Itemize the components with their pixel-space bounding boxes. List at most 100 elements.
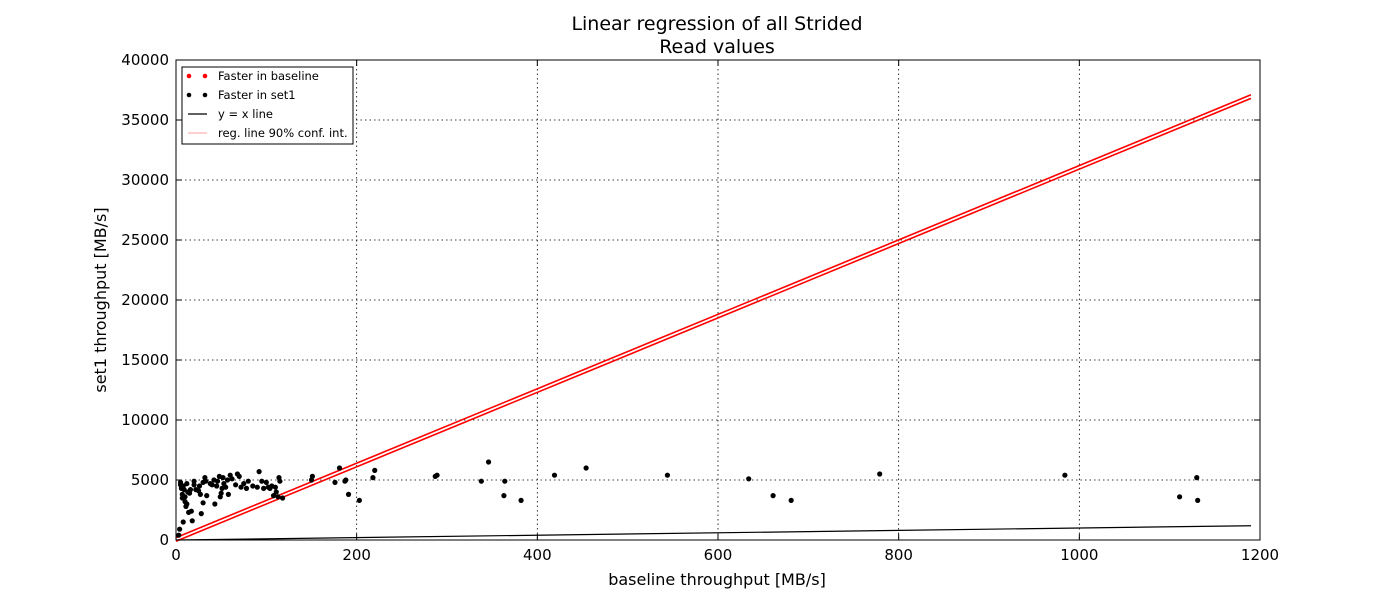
data-point (518, 497, 524, 503)
data-point (356, 497, 362, 503)
y-tick-label: 15000 (121, 351, 169, 369)
y-tick-label: 10000 (121, 411, 169, 429)
legend-label: Faster in baseline (218, 69, 319, 83)
chart-subtitle: Read values (659, 36, 775, 58)
data-point (184, 501, 190, 507)
legend: Faster in baseline Faster in set1 y = x li… (181, 66, 354, 145)
data-point (177, 526, 183, 532)
data-point (203, 478, 209, 484)
data-point (187, 487, 194, 493)
data-point (309, 473, 316, 479)
data-point (279, 495, 286, 501)
data-point (209, 482, 215, 488)
data-point (197, 491, 203, 497)
data-point (182, 494, 188, 500)
data-point (270, 493, 277, 499)
data-point (770, 493, 776, 499)
identity-line (175, 525, 1251, 541)
data-point (229, 476, 235, 482)
regression-line-1 (175, 97, 1252, 542)
y-tick-label: 0 (159, 531, 169, 549)
x-tick-label: 200 (342, 546, 371, 564)
data-point (370, 475, 376, 481)
data-point (191, 478, 197, 484)
data-point (877, 471, 883, 477)
y-axis-label: set1 throughput [MB/s] (91, 207, 110, 392)
data-point (224, 477, 231, 483)
data-point (275, 494, 281, 500)
data-point (1062, 472, 1068, 478)
data-point (272, 484, 278, 490)
data-point (502, 478, 508, 484)
data-point (180, 519, 186, 525)
axis-ticks: 0 200 400 600 800 1000 1200 0 5000 10000 15000 2000… (121, 51, 1279, 564)
data-point (236, 473, 242, 479)
data-point (204, 493, 210, 499)
data-point (214, 478, 221, 484)
grid-lines (176, 60, 1260, 540)
data-point (277, 478, 283, 484)
data-point (196, 483, 203, 489)
data-point (273, 489, 279, 495)
data-point (189, 518, 195, 524)
data-point (788, 497, 794, 503)
legend-box (181, 66, 354, 145)
data-point (664, 472, 671, 478)
data-point (1195, 497, 1201, 503)
data-point (332, 479, 338, 485)
data-point (372, 467, 378, 473)
x-tick-label: 0 (171, 546, 181, 564)
data-point (243, 485, 250, 491)
y-tick-label: 25000 (121, 231, 169, 249)
data-point (184, 481, 190, 487)
data-point (263, 479, 269, 485)
data-point (343, 477, 349, 483)
data-point (1194, 475, 1200, 481)
x-tick-label: 1200 (1241, 546, 1279, 564)
data-point (214, 483, 220, 489)
data-point (583, 465, 589, 471)
data-point (259, 478, 265, 484)
y-tick-label: 35000 (121, 111, 169, 129)
legend-label: Faster in set1 (218, 88, 296, 102)
y-tick-label: 20000 (121, 291, 169, 309)
legend-marker (186, 92, 192, 98)
data-point (485, 459, 492, 465)
data-point (191, 482, 197, 488)
x-tick-label: 600 (704, 546, 733, 564)
data-point (478, 478, 484, 484)
data-point (238, 484, 244, 490)
legend-marker (186, 73, 192, 79)
legend-label: reg. line 90% conf. int. (218, 126, 348, 140)
data-point (198, 510, 204, 517)
data-point (188, 508, 194, 514)
plot-area (175, 94, 1252, 542)
data-point (501, 493, 507, 499)
data-point (220, 475, 226, 481)
x-tick-label: 1000 (1060, 546, 1098, 564)
legend-marker (202, 73, 208, 79)
legend-label: y = x line (218, 107, 273, 121)
data-point (336, 465, 343, 471)
data-point (746, 476, 752, 482)
data-point (434, 472, 440, 478)
data-point (250, 483, 256, 489)
x-axis-label: baseline throughput [MB/s] (608, 570, 826, 589)
legend-marker (202, 92, 208, 98)
data-point (256, 469, 262, 475)
data-point (225, 491, 231, 497)
data-point (551, 472, 558, 478)
data-point (1177, 494, 1183, 500)
data-point (245, 478, 251, 484)
data-point (233, 482, 239, 488)
chart-title: Linear regression of all Strided (571, 13, 862, 35)
data-point (176, 532, 182, 538)
x-tick-label: 400 (523, 546, 552, 564)
data-point (241, 481, 247, 487)
data-point (218, 490, 224, 496)
data-point (261, 485, 267, 491)
y-tick-label: 40000 (121, 51, 169, 69)
data-point (212, 501, 218, 507)
y-tick-label: 30000 (121, 171, 169, 189)
